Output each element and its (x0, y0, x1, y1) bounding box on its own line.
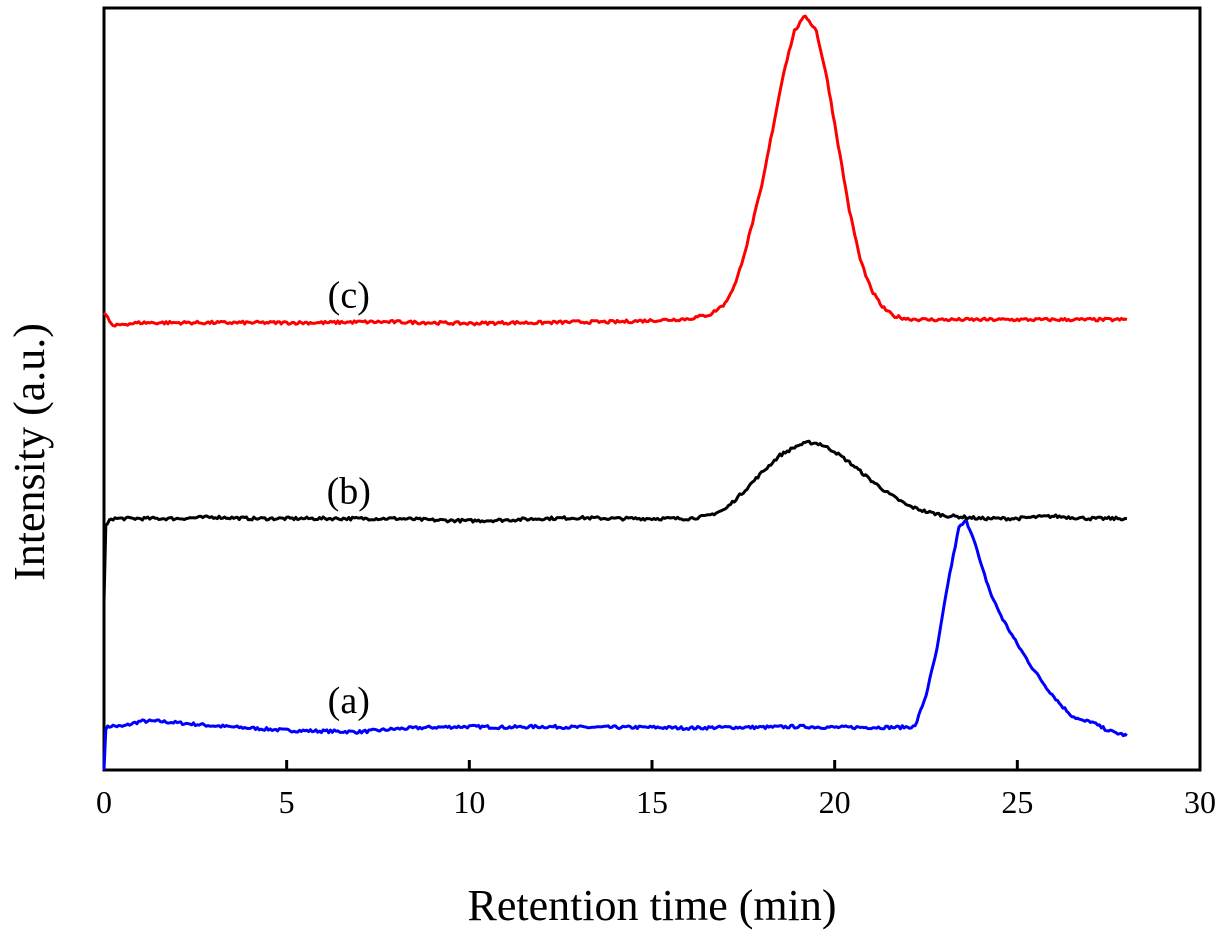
x-axis-label: Retention time (min) (467, 881, 836, 930)
plot-frame (102, 6, 1202, 772)
x-tick-label: 15 (636, 784, 668, 820)
curve-label-c: (c) (328, 274, 370, 316)
curve-labels: (a) (b) (c) (327, 274, 371, 721)
x-axis-ticks: 0 5 10 15 20 25 30 (96, 760, 1216, 820)
x-tick-label: 30 (1184, 784, 1216, 820)
series-line-c (102, 14, 1128, 328)
curve-label-a: (a) (328, 680, 370, 722)
x-tick-label: 5 (279, 784, 295, 820)
series-layer (102, 14, 1128, 771)
series-line-a (102, 518, 1128, 771)
series-line-b (102, 439, 1127, 603)
x-tick-label: 0 (96, 784, 112, 820)
curve-label-b: (b) (327, 470, 371, 512)
x-tick-label: 25 (1001, 784, 1033, 820)
x-tick-label: 10 (453, 784, 485, 820)
y-axis-label: Intensity (a.u.) (5, 323, 54, 581)
x-tick-label: 20 (819, 784, 851, 820)
